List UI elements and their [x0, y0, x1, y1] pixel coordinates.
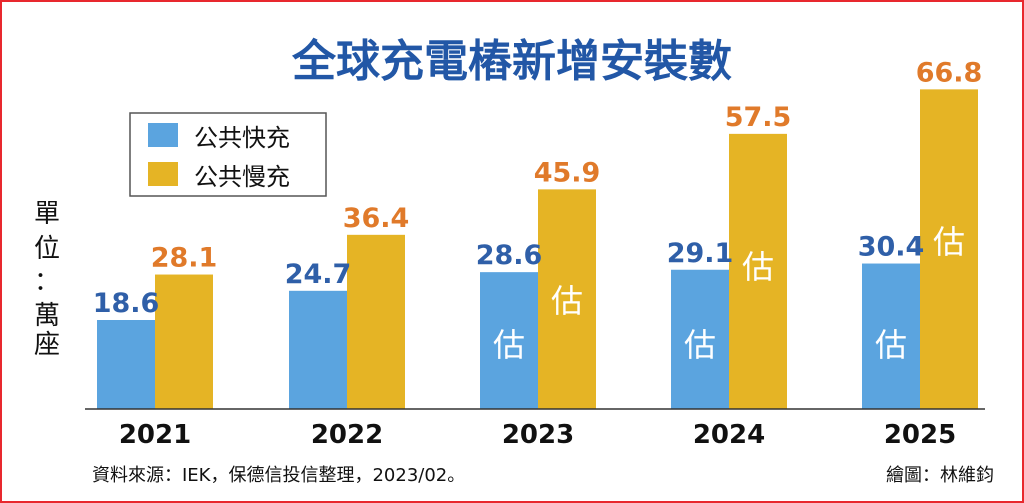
- unit-label-char: 座: [34, 330, 60, 360]
- bar-fast-2023: [480, 272, 538, 409]
- source-note: 資料來源：IEK，保德信投信整理，2023/02。: [92, 465, 465, 486]
- legend-label-slow: 公共慢充: [194, 163, 290, 191]
- bar-slow-2023: [538, 189, 596, 409]
- bar-group: [97, 89, 978, 410]
- bar-fast-2024: [671, 269, 729, 409]
- estimate-mark-fast-2023: 估: [493, 326, 525, 364]
- estimate-mark-fast-2024: 估: [684, 326, 716, 364]
- legend-swatch-slow: [148, 162, 178, 186]
- unit-label-char: ：: [34, 267, 60, 297]
- unit-label: 單位： 萬座: [34, 199, 60, 360]
- bar-slow-2021: [155, 274, 213, 409]
- x-tick-group: 2021 2022 2023 2024 2025: [119, 420, 956, 450]
- legend-swatch-fast: [148, 123, 178, 147]
- x-tick-2024: 2024: [693, 420, 765, 450]
- value-label-fast-2022: 24.7: [285, 259, 352, 290]
- estimate-mark-slow-2024: 估: [742, 248, 774, 286]
- legend: 公共快充 公共慢充: [129, 112, 327, 197]
- estimate-mark-slow-2023: 估: [551, 282, 583, 320]
- x-tick-2022: 2022: [311, 420, 383, 450]
- value-label-fast-2023: 28.6: [476, 240, 543, 271]
- x-tick-2023: 2023: [502, 420, 574, 450]
- estimate-mark-fast-2025: 估: [875, 326, 907, 364]
- unit-label-char: 萬: [34, 301, 60, 331]
- chart-title: 全球充電樁新增安裝數: [291, 36, 732, 87]
- estimate-mark-slow-2025: 估: [933, 223, 965, 261]
- bar-fast-2021: [97, 319, 155, 409]
- value-label-slow-2025: 66.8: [916, 57, 983, 88]
- value-label-fast-2021: 18.6: [93, 288, 160, 319]
- bar-slow-2022: [347, 234, 405, 409]
- bar-slow-2024: [729, 133, 787, 410]
- unit-label-char: 單: [34, 199, 60, 229]
- value-label-slow-2022: 36.4: [343, 203, 410, 234]
- value-label-slow-2021: 28.1: [151, 243, 218, 274]
- bar-slow-2025: [920, 89, 978, 409]
- bar-fast-2025: [862, 263, 920, 409]
- legend-label-fast: 公共快充: [194, 124, 290, 152]
- value-label-slow-2024: 57.5: [725, 102, 792, 133]
- credit-note: 繪圖：林維鈞: [886, 465, 994, 486]
- x-tick-2021: 2021: [119, 420, 191, 450]
- value-label-slow-2023: 45.9: [534, 157, 601, 188]
- bar-fast-2022: [289, 290, 347, 409]
- value-label-fast-2024: 29.1: [667, 238, 734, 269]
- x-tick-2025: 2025: [884, 420, 956, 450]
- value-label-fast-2025: 30.4: [858, 232, 925, 263]
- legend-border: [129, 112, 327, 197]
- value-label-group: 18.6 28.1 24.7 36.4 28.6 45.9 29.1 57.5 30.4 66.8: [93, 57, 983, 319]
- unit-label-char: 位: [34, 234, 60, 264]
